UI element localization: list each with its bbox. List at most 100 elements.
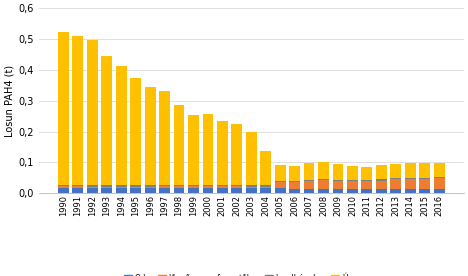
Bar <box>145 188 155 193</box>
Bar <box>159 188 170 193</box>
Bar <box>419 179 430 189</box>
Bar <box>260 151 271 185</box>
Bar <box>145 187 155 188</box>
Bar <box>289 182 300 189</box>
Bar <box>376 181 387 189</box>
Bar <box>188 188 199 193</box>
Bar <box>159 91 170 185</box>
Bar <box>289 189 300 193</box>
Bar <box>361 189 372 193</box>
Bar <box>434 177 445 178</box>
Bar <box>174 105 184 185</box>
Bar <box>260 188 271 193</box>
Bar <box>130 187 141 188</box>
Bar <box>304 189 314 193</box>
Bar <box>231 185 242 186</box>
Bar <box>87 185 98 187</box>
Bar <box>203 114 213 185</box>
Bar <box>145 87 155 185</box>
Bar <box>87 187 98 188</box>
Bar <box>145 185 155 187</box>
Bar <box>419 178 430 179</box>
Bar <box>203 186 213 188</box>
Bar <box>188 186 199 188</box>
Bar <box>376 165 387 179</box>
Bar <box>333 181 344 189</box>
Bar <box>289 181 300 182</box>
Bar <box>58 188 69 193</box>
Bar <box>73 185 83 186</box>
Bar <box>390 189 401 193</box>
Bar <box>102 187 112 188</box>
Bar <box>275 188 285 193</box>
Bar <box>318 162 329 179</box>
Bar <box>419 189 430 193</box>
Bar <box>434 163 445 177</box>
Bar <box>333 189 344 193</box>
Bar <box>246 185 256 187</box>
Bar <box>361 181 372 189</box>
Bar <box>390 164 401 178</box>
Bar <box>361 180 372 181</box>
Bar <box>102 56 112 185</box>
Bar <box>333 180 344 181</box>
Bar <box>434 189 445 193</box>
Bar <box>260 187 271 188</box>
Bar <box>174 186 184 188</box>
Bar <box>304 181 314 189</box>
Bar <box>275 181 285 182</box>
Bar <box>361 167 372 180</box>
Bar <box>73 186 83 188</box>
Bar <box>390 179 401 189</box>
Bar <box>376 189 387 193</box>
Bar <box>246 132 256 185</box>
Bar <box>116 188 127 193</box>
Y-axis label: Losun PAH4 (t): Losun PAH4 (t) <box>4 65 14 137</box>
Bar <box>217 188 228 193</box>
Bar <box>275 182 285 188</box>
Bar <box>246 187 256 188</box>
Bar <box>347 189 358 193</box>
Bar <box>159 185 170 186</box>
Bar <box>333 164 344 180</box>
Bar <box>260 185 271 187</box>
Bar <box>246 188 256 193</box>
Bar <box>318 179 329 180</box>
Bar <box>87 188 98 193</box>
Bar <box>231 124 242 185</box>
Bar <box>130 78 141 185</box>
Bar <box>203 185 213 186</box>
Bar <box>188 115 199 185</box>
Bar <box>159 186 170 188</box>
Bar <box>376 179 387 181</box>
Bar <box>116 67 127 185</box>
Bar <box>405 189 416 193</box>
Bar <box>58 185 69 186</box>
Bar <box>116 187 127 188</box>
Bar <box>58 186 69 188</box>
Bar <box>130 185 141 187</box>
Bar <box>203 188 213 193</box>
Bar <box>102 185 112 187</box>
Bar <box>405 163 416 178</box>
Bar <box>174 188 184 193</box>
Bar <box>102 188 112 193</box>
Bar <box>434 178 445 189</box>
Bar <box>405 179 416 189</box>
Bar <box>174 185 184 186</box>
Bar <box>217 121 228 185</box>
Bar <box>318 189 329 193</box>
Bar <box>73 188 83 193</box>
Bar <box>289 166 300 181</box>
Bar <box>217 186 228 188</box>
Bar <box>116 185 127 187</box>
Bar <box>347 180 358 181</box>
Bar <box>231 186 242 188</box>
Bar <box>390 178 401 179</box>
Bar <box>304 180 314 181</box>
Bar <box>130 188 141 193</box>
Bar <box>405 178 416 179</box>
Bar <box>318 180 329 189</box>
Bar <box>275 165 285 181</box>
Bar <box>73 36 83 185</box>
